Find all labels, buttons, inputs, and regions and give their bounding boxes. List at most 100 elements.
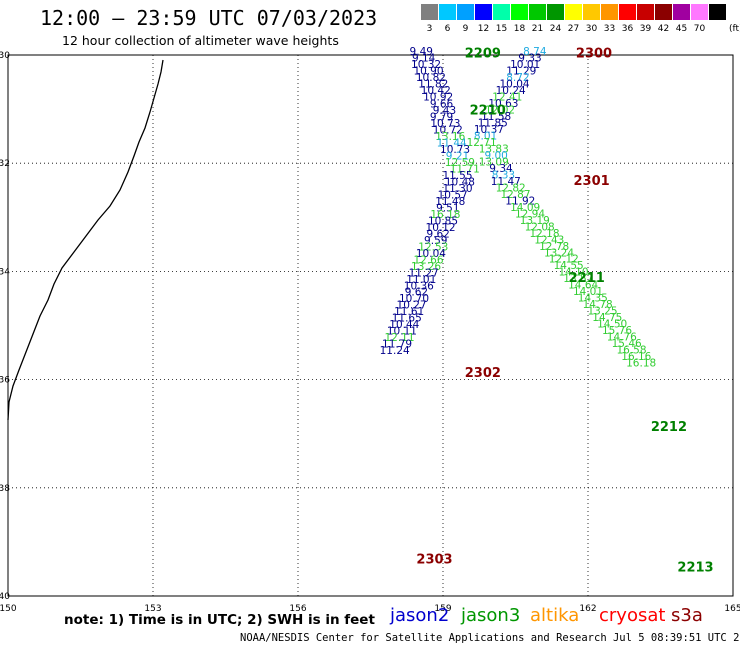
- wave-height-label: 11.29: [506, 65, 536, 77]
- wave-height-label: 12.12: [549, 254, 579, 266]
- wave-height-label: 9.34: [489, 163, 513, 175]
- color-swatch: [439, 4, 456, 20]
- wave-height-label: 13.24: [544, 247, 574, 259]
- wave-height-label: 9.66: [430, 98, 454, 110]
- wave-height-label: 14.64: [568, 280, 598, 292]
- wave-height-label: 11.48: [435, 196, 465, 208]
- wave-height-label: 10.42: [421, 85, 451, 97]
- wave-height-label: 12.41: [492, 91, 522, 103]
- longitude-tick-label: 156: [289, 604, 306, 614]
- wave-height-label: 12.78: [539, 241, 569, 253]
- wave-height-label: 11.30: [442, 183, 472, 195]
- longitude-tick-label: 150: [0, 604, 17, 614]
- color-scale-label: 12: [477, 24, 490, 34]
- wave-height-label: 12.94: [515, 208, 545, 220]
- wave-height-label: 10.27: [397, 300, 427, 312]
- color-swatch: [529, 4, 546, 20]
- wave-height-label: 11.58: [481, 111, 511, 123]
- color-swatch: [547, 4, 564, 20]
- wave-height-label: 10.72: [433, 124, 463, 136]
- pass-time-label: 2303: [416, 553, 452, 568]
- satellite-legend-item: s3a: [671, 605, 703, 626]
- pass-time-label: 2212: [651, 420, 687, 435]
- latitude-tick-label: -36: [0, 376, 10, 386]
- wave-height-label: 11.85: [478, 117, 508, 129]
- color-swatch: [511, 4, 528, 20]
- latitude-tick-label: -34: [0, 267, 10, 277]
- color-scale-label: 24: [549, 24, 562, 34]
- map-note: note: 1) Time is in UTC; 2) SWH is in fe…: [64, 612, 375, 628]
- color-scale-label: 42: [657, 24, 670, 34]
- wave-height-label: 9.21: [446, 150, 469, 162]
- wave-height-label: 8.72: [506, 72, 529, 84]
- wave-height-label: 11.61: [394, 306, 424, 318]
- wave-height-label: 14.76: [607, 332, 637, 344]
- latitude-tick-label: -30: [0, 51, 10, 61]
- color-swatch: [565, 4, 582, 20]
- wave-height-label: 12.87: [500, 189, 530, 201]
- longitude-tick-label: 165: [724, 604, 740, 614]
- wave-height-label: 13.16: [435, 131, 465, 143]
- wave-height-label: 11.82: [418, 78, 448, 90]
- longitude-tick-label: 159: [434, 604, 451, 614]
- color-scale-label: 27: [567, 24, 580, 34]
- color-scale-label: 3: [426, 24, 433, 34]
- pass-time-label: 2302: [465, 366, 501, 381]
- latitude-tick-label: -40: [0, 592, 10, 602]
- wave-height-label: 10.04: [500, 78, 530, 90]
- wave-height-label: 11.27: [409, 267, 439, 279]
- pass-time-label: 2301: [574, 174, 610, 189]
- wave-height-label: 11.79: [382, 339, 412, 351]
- wave-height-label: 13.26: [411, 261, 441, 273]
- wave-height-label: 11.65: [392, 313, 422, 325]
- color-scale-label: 33: [603, 24, 616, 34]
- wave-height-label: 16.18: [430, 209, 460, 221]
- latitude-tick-label: -38: [0, 484, 10, 494]
- wave-height-label: 11.01: [406, 274, 436, 286]
- wave-height-label: 10.36: [404, 280, 434, 292]
- color-scale-label: 6: [444, 24, 451, 34]
- wave-height-label: 10.90: [413, 65, 443, 77]
- wave-height-label: 8.01: [474, 130, 497, 142]
- wave-height-label: 10.11: [387, 326, 417, 338]
- wave-height-label: 12.59: [445, 157, 475, 169]
- satellite-legend-item: cryosat: [599, 605, 666, 626]
- wave-height-label: 16.58: [616, 345, 646, 357]
- color-swatch: [493, 4, 510, 20]
- color-scale-label: 39: [639, 24, 652, 34]
- wave-height-label: 12.02: [485, 104, 515, 116]
- wave-height-label: 14.78: [583, 299, 613, 311]
- wave-height-label: 13.83: [479, 143, 509, 155]
- satellite-legend-item: jason2: [390, 605, 450, 626]
- wave-height-label: 9.62: [405, 287, 428, 299]
- color-scale-unit: (ft): [729, 24, 740, 34]
- wave-height-label: 9.79: [430, 111, 453, 123]
- pass-time-label: 2211: [569, 271, 605, 286]
- wave-height-label: 11.47: [491, 176, 521, 188]
- longitude-tick-label: 162: [579, 604, 596, 614]
- wave-height-label: 13.19: [520, 215, 550, 227]
- color-swatch: [637, 4, 654, 20]
- wave-height-label: 11.55: [442, 170, 472, 182]
- wave-height-label: 10.70: [399, 293, 429, 305]
- color-swatch: [583, 4, 600, 20]
- pass-time-label: 2209: [465, 47, 501, 62]
- latitude-tick-label: -32: [0, 159, 10, 169]
- color-scale-label: 21: [531, 24, 544, 34]
- wave-height-label: 10.82: [416, 72, 446, 84]
- wave-height-label: 13.09: [479, 156, 509, 168]
- color-scale-label: 9: [462, 24, 469, 34]
- color-swatch: [619, 4, 636, 20]
- wave-height-label: 8.74: [523, 46, 547, 58]
- wave-height-label: 12.11: [384, 332, 414, 344]
- wave-height-label: 12.08: [525, 221, 555, 233]
- map-subtitle: 12 hour collection of altimeter wave hei…: [62, 33, 339, 48]
- wave-height-label: 9.59: [424, 235, 447, 247]
- wave-height-label: 9.62: [426, 228, 449, 240]
- color-swatch: [673, 4, 690, 20]
- color-swatch: [475, 4, 492, 20]
- wave-height-label: 9.00: [484, 150, 507, 162]
- pass-time-label: 2300: [576, 47, 612, 62]
- pass-time-label: 2210: [470, 104, 506, 119]
- wave-height-label: 12.18: [529, 228, 559, 240]
